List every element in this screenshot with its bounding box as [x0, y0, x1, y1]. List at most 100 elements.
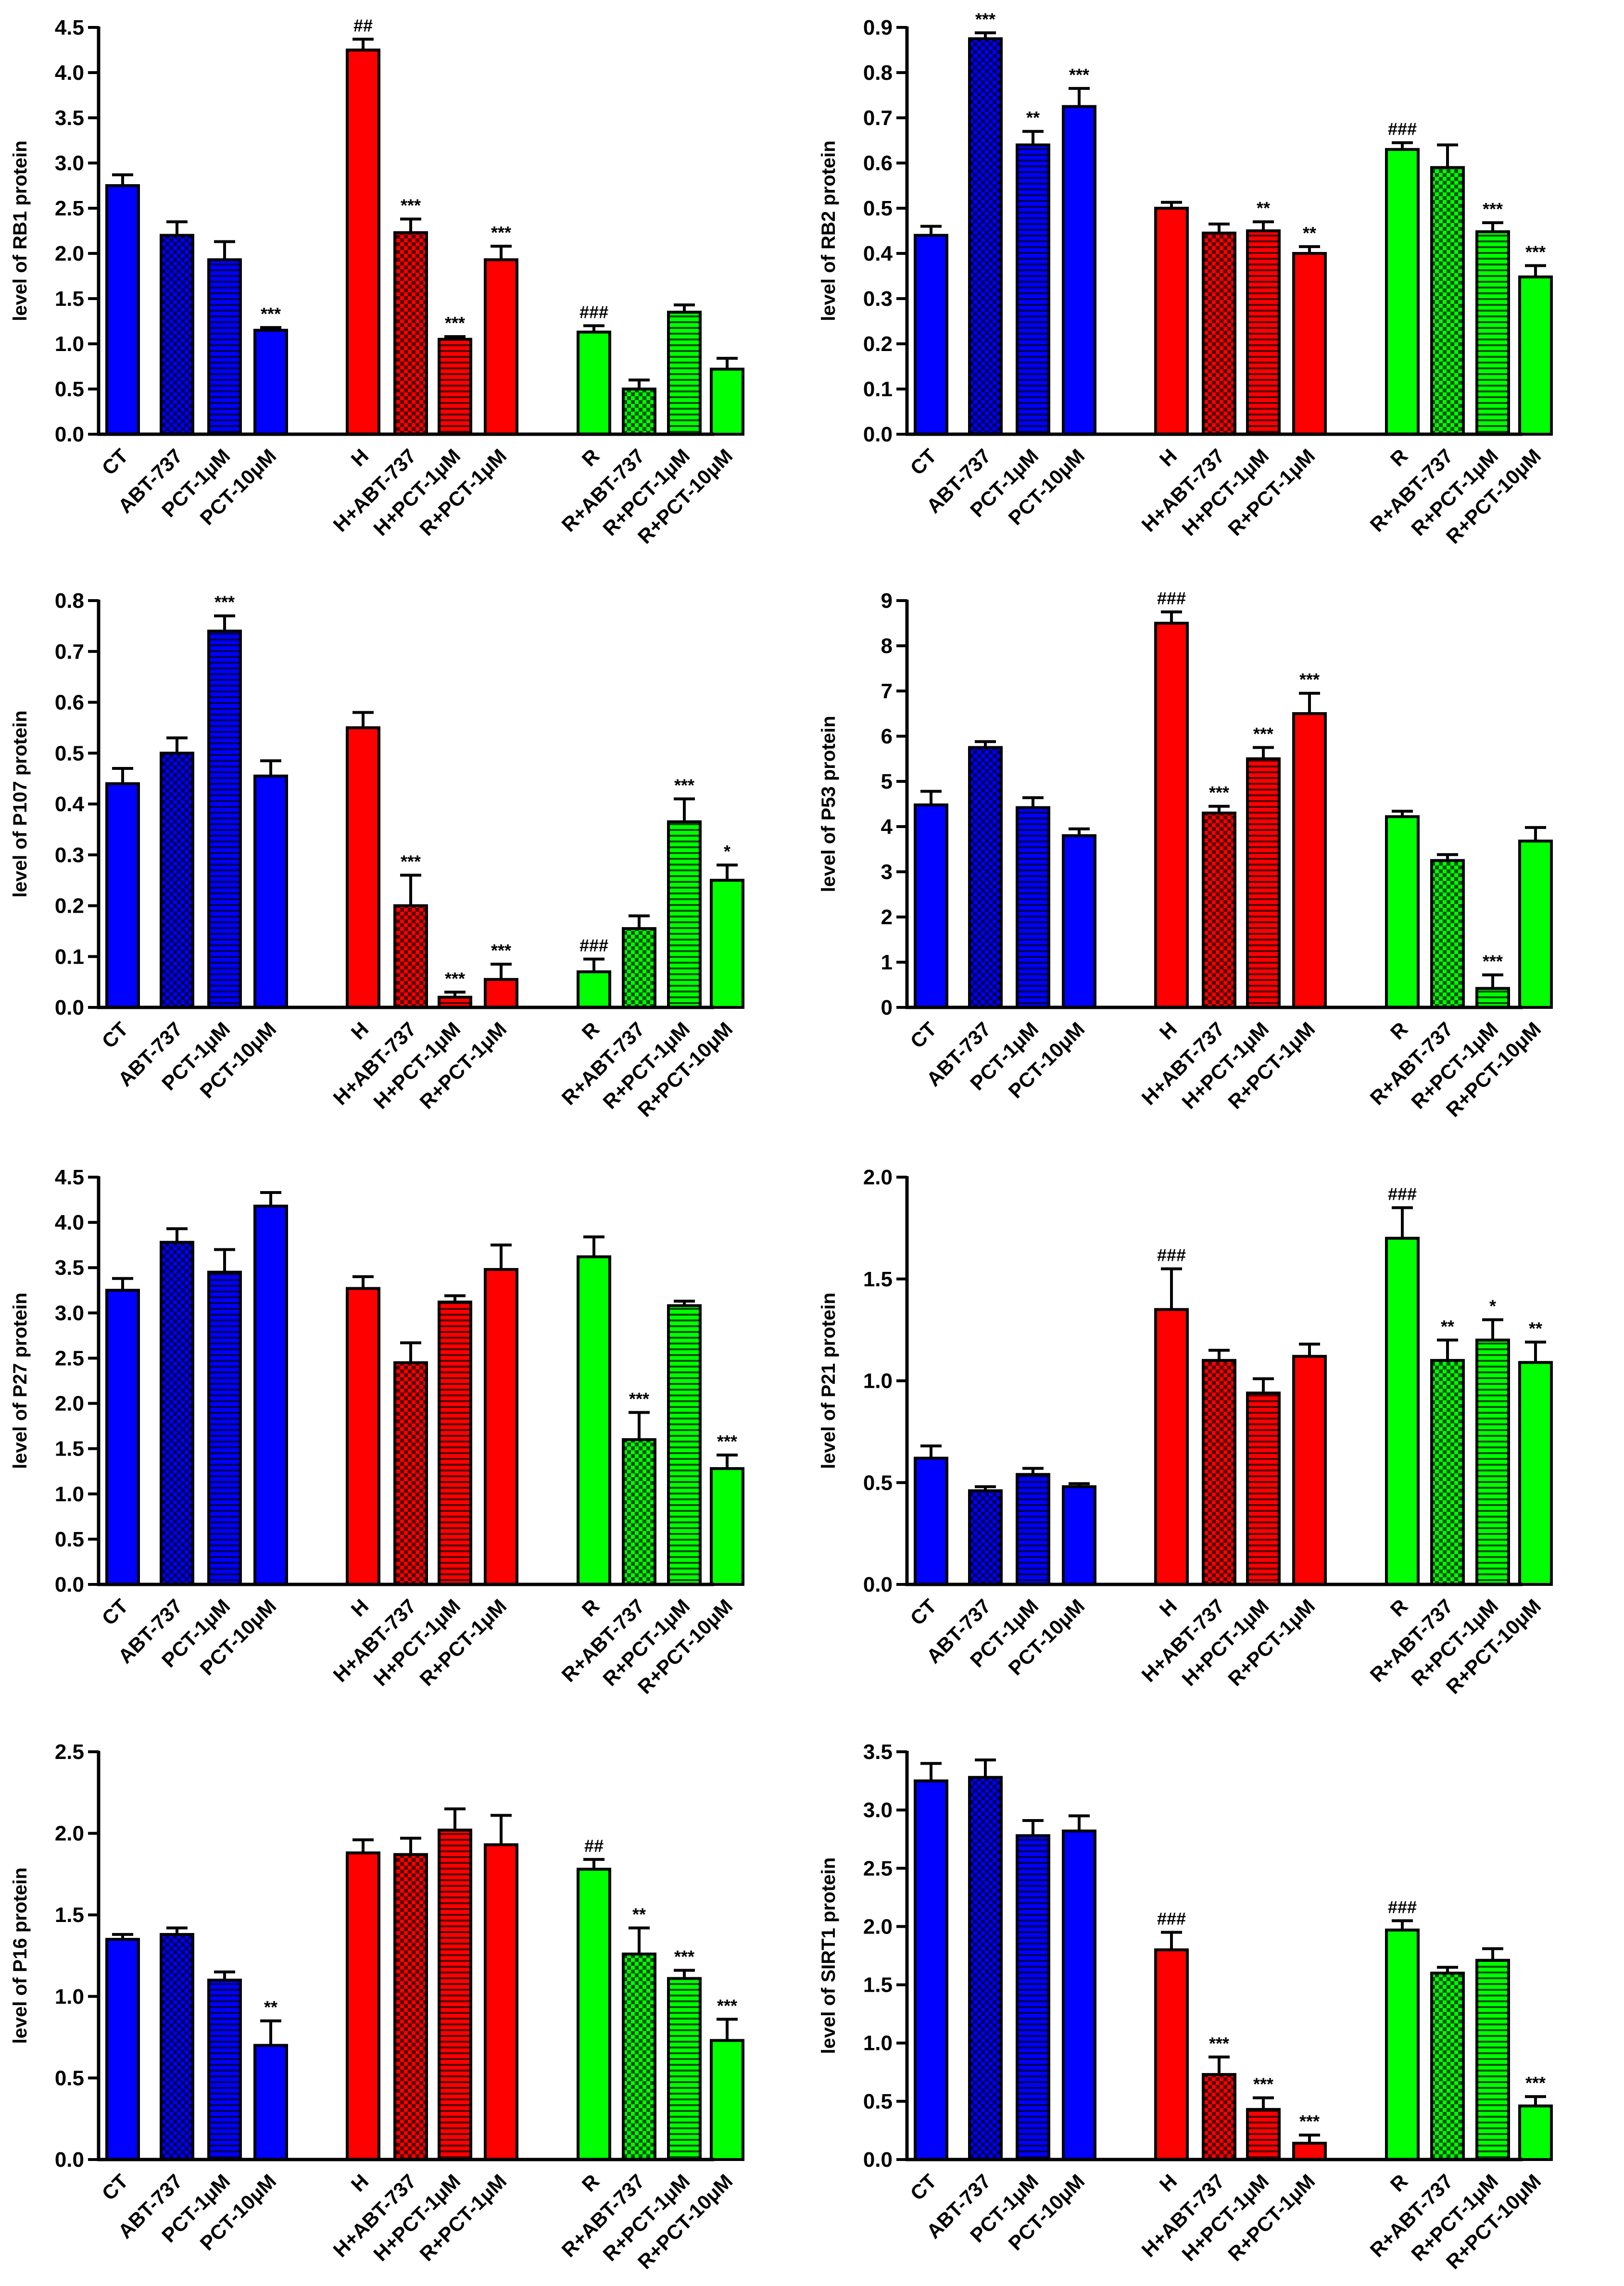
y-tick-label: 2.5 — [863, 1857, 893, 1880]
y-tick-label: 0.8 — [55, 589, 84, 613]
y-tick-label: 0.5 — [55, 377, 84, 401]
y-tick-label: 0.0 — [55, 423, 84, 446]
y-tick-label: 0.0 — [863, 2148, 893, 2172]
bar — [1246, 2108, 1281, 2161]
bar — [1475, 1959, 1510, 2161]
significance-marker: ### — [1388, 1897, 1417, 1917]
x-tick-label: CT — [906, 2170, 941, 2205]
y-tick-label: 2.0 — [55, 1392, 84, 1416]
bar — [1385, 1237, 1420, 1586]
significance-marker: *** — [401, 852, 421, 871]
y-tick-label: 1.5 — [55, 1437, 84, 1461]
y-tick-label: 1.0 — [863, 1369, 893, 1393]
bar — [1430, 859, 1465, 1009]
bar — [105, 1938, 140, 2161]
y-axis-label: level of P107 protein — [10, 710, 31, 897]
y-tick-label: 3 — [881, 860, 893, 884]
bar — [253, 774, 288, 1009]
bar — [253, 2044, 288, 2161]
y-tick-label: 2.5 — [55, 197, 84, 220]
y-tick-label: 0.5 — [55, 741, 84, 765]
bar — [1246, 229, 1281, 436]
bar — [105, 184, 140, 436]
x-tick-label: R — [1386, 444, 1412, 471]
bar — [1292, 2142, 1327, 2161]
y-tick-label: 2.0 — [863, 1915, 893, 1938]
bar — [1246, 757, 1281, 1009]
y-tick-label: 2.0 — [55, 1822, 84, 1846]
bar — [622, 388, 656, 436]
bar — [667, 820, 702, 1009]
significance-marker: *** — [401, 196, 421, 215]
x-tick-label: H — [1155, 1017, 1182, 1044]
significance-marker: ### — [1157, 589, 1186, 608]
significance-marker: ## — [353, 15, 373, 35]
y-tick-label: 4.5 — [55, 1166, 84, 1189]
y-axis-label: level of RB1 protein — [10, 140, 31, 321]
bar — [968, 746, 1003, 1009]
bar — [968, 1489, 1003, 1586]
y-tick-label: 0.1 — [55, 945, 84, 968]
bar — [105, 782, 140, 1009]
bar — [1518, 2104, 1553, 2161]
y-tick-label: 0.0 — [863, 1573, 893, 1596]
bar — [577, 330, 611, 436]
y-tick-label: 1.5 — [863, 1973, 893, 1997]
bar — [1518, 840, 1553, 1009]
y-tick-label: 0.7 — [55, 640, 84, 664]
significance-marker: *** — [1483, 951, 1503, 971]
bar — [438, 1300, 472, 1586]
y-tick-label: 2.0 — [55, 242, 84, 265]
y-tick-label: 0.6 — [863, 151, 893, 175]
significance-marker: ### — [1157, 1909, 1186, 1929]
bar — [207, 1270, 242, 1586]
y-axis-label: level of SIRT1 protein — [818, 1858, 839, 2054]
y-tick-label: 0.1 — [863, 377, 893, 401]
significance-marker: *** — [445, 313, 465, 333]
significance-marker: *** — [1209, 2034, 1229, 2053]
y-tick-label: 9 — [881, 589, 893, 613]
y-tick-label: 5 — [881, 770, 893, 793]
y-tick-label: 4.0 — [55, 61, 84, 85]
bar — [1062, 105, 1096, 436]
x-tick-label: R — [578, 1595, 604, 1621]
bar — [484, 1268, 518, 1586]
chart-panel-4: level of P53 protein0123456789CTABT-737P… — [818, 589, 1553, 1121]
x-tick-label: R — [1386, 1017, 1412, 1044]
significance-marker: *** — [1069, 65, 1089, 85]
bar — [1062, 1829, 1096, 2161]
y-tick-label: 0.7 — [863, 106, 893, 130]
significance-marker: ** — [1026, 108, 1040, 127]
significance-marker: *** — [717, 1996, 737, 2015]
y-tick-label: 0.5 — [55, 2066, 84, 2090]
significance-marker: ### — [579, 936, 608, 955]
y-tick-label: 0.4 — [863, 242, 893, 265]
bar — [577, 1255, 611, 1586]
x-tick-label: H — [347, 1017, 373, 1044]
x-tick-label: R — [578, 1017, 604, 1044]
x-tick-label: CT — [98, 444, 133, 479]
x-tick-label: CT — [906, 444, 941, 479]
significance-marker: *** — [629, 1389, 649, 1408]
bar — [968, 1776, 1003, 2161]
y-tick-label: 2 — [881, 905, 893, 929]
bar — [622, 1952, 656, 2161]
y-axis-label: level of P53 protein — [818, 716, 839, 892]
significance-marker: ### — [1157, 1245, 1186, 1265]
bar — [1016, 1473, 1050, 1586]
y-axis-label: level of P16 protein — [10, 1868, 31, 2044]
y-tick-label: 0.6 — [55, 691, 84, 715]
y-tick-label: 4.5 — [55, 16, 84, 39]
bar — [1016, 143, 1050, 436]
bar — [1154, 1948, 1189, 2161]
bar — [577, 1868, 611, 2161]
significance-marker: * — [1489, 1296, 1496, 1316]
chart-panel-7: level of P16 protein 0.0 0.5 1.0 1.5 2.0 2.5 CT… — [10, 1740, 744, 2273]
y-tick-label: 1 — [881, 951, 893, 974]
y-tick-label: 0.9 — [863, 16, 893, 39]
y-tick-label: 0.0 — [55, 1573, 84, 1596]
y-tick-label: 0.0 — [55, 996, 84, 1019]
x-tick-label: CT — [98, 1017, 133, 1053]
bar — [1202, 1359, 1236, 1586]
